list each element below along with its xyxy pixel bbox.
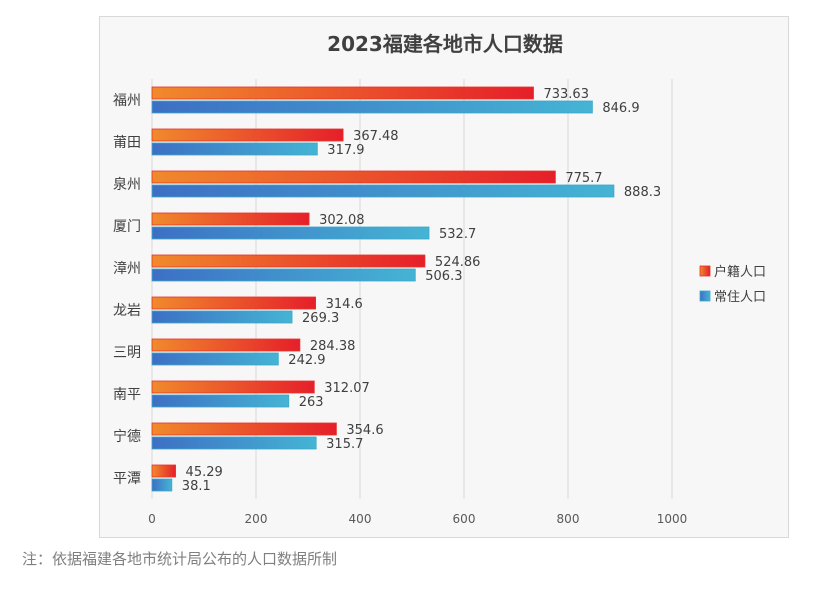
data-label: 315.7 (326, 437, 363, 452)
data-label: 38.1 (182, 479, 211, 494)
x-tick-labels: 0 200 400 600 800 1000 (148, 512, 687, 526)
legend-label: 户籍人口 (714, 264, 766, 280)
data-label: 506.3 (425, 269, 462, 284)
category-label: 三明 (113, 345, 141, 361)
data-label: 317.9 (327, 143, 364, 158)
bar-resident (151, 142, 318, 156)
chart-frame: 2023福建各地市人口数据 733.63 846.9 367.48 317.9 775.… (99, 16, 789, 538)
category-label: 龙岩 (113, 303, 141, 319)
category-label: 漳州 (113, 260, 141, 277)
bar-resident (151, 226, 430, 240)
legend-swatch (699, 290, 711, 302)
data-label: 775.7 (565, 171, 602, 186)
bar-resident (151, 352, 279, 366)
category-label: 南平 (113, 387, 141, 403)
x-tick-label: 400 (349, 512, 372, 526)
data-label: 284.38 (310, 339, 356, 354)
data-label: 367.48 (353, 129, 399, 144)
bar-registered (151, 254, 426, 268)
x-tick-label: 200 (245, 512, 268, 526)
data-label: 524.86 (435, 255, 481, 270)
bar-registered (151, 338, 301, 352)
bar-resident (151, 100, 593, 114)
bar-registered (151, 128, 344, 142)
bar-resident (151, 436, 317, 450)
bar-registered (151, 212, 310, 226)
legend-label: 常住人口 (714, 290, 766, 305)
data-label: 733.63 (543, 87, 589, 102)
category-label: 泉州 (113, 176, 141, 193)
x-tick-label: 0 (148, 512, 156, 526)
x-tick-label: 1000 (657, 512, 688, 526)
footnote: 注：依据福建各地市统计局公布的人口数据所制 (22, 550, 338, 568)
bar-resident (151, 184, 615, 198)
bar-registered (151, 422, 337, 436)
data-label: 314.6 (326, 297, 363, 312)
legend-swatch (699, 265, 711, 277)
data-label: 263 (299, 395, 324, 410)
chart-title: 2023福建各地市人口数据 (327, 32, 563, 56)
bar-resident (151, 478, 173, 492)
bar-registered (151, 170, 556, 184)
data-label: 888.3 (624, 185, 661, 200)
category-label: 厦门 (113, 219, 141, 235)
bar-registered (151, 86, 534, 100)
gridlines (151, 79, 673, 499)
x-tick-label: 800 (557, 512, 580, 526)
data-label: 532.7 (439, 227, 476, 242)
category-label: 宁德 (113, 428, 141, 445)
bar-registered (151, 464, 176, 478)
data-label: 846.9 (602, 101, 639, 116)
category-label: 福州 (113, 93, 141, 109)
category-label: 莆田 (113, 135, 141, 151)
data-label: 354.6 (346, 423, 383, 438)
bar-resident (151, 310, 293, 324)
data-label: 242.9 (288, 353, 325, 368)
x-tick-label: 600 (453, 512, 476, 526)
bar-registered (151, 380, 315, 394)
bar-resident (151, 268, 416, 282)
category-label: 平潭 (113, 470, 141, 487)
bar-registered (151, 296, 316, 310)
data-label: 45.29 (186, 465, 223, 480)
data-label: 269.3 (302, 311, 339, 326)
data-label: 302.08 (319, 213, 365, 228)
data-label: 312.07 (324, 381, 370, 396)
bar-resident (151, 394, 290, 408)
bars (151, 86, 615, 492)
